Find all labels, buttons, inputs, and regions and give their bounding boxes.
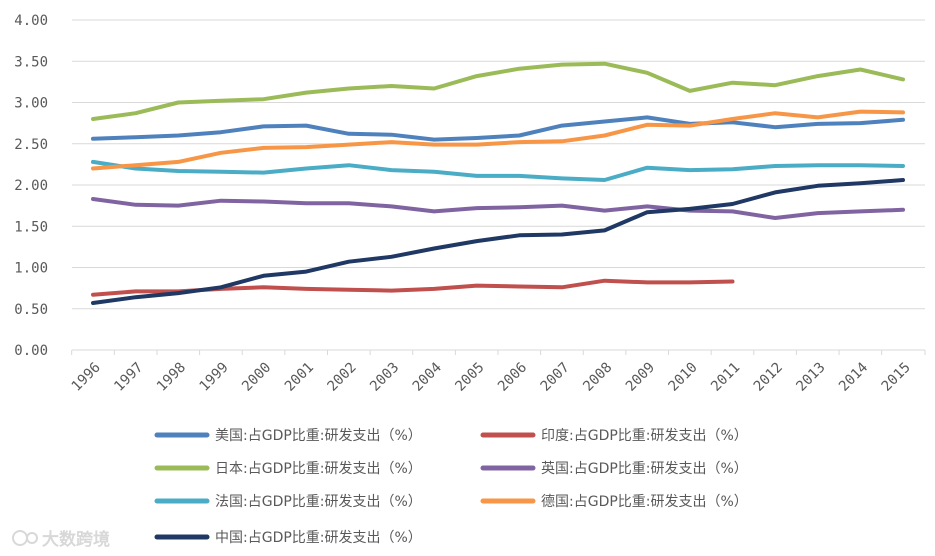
x-tick-label: 2005 (452, 360, 487, 395)
y-tick-label: 4.00 (14, 13, 48, 29)
x-tick-label: 2015 (879, 360, 914, 395)
x-tick-label: 2013 (793, 360, 828, 395)
y-tick-label: 2.50 (14, 137, 48, 153)
x-tick-label: 2014 (836, 360, 871, 395)
series-line-4 (91, 159, 905, 182)
y-tick-label: 0.50 (14, 302, 48, 318)
legend-label: 印度:占GDP比重:研发支出（%） (541, 428, 748, 444)
x-tick-label: 2001 (282, 360, 317, 395)
series-line-3 (91, 197, 905, 220)
x-tick-label: 1996 (69, 360, 104, 395)
x-tick-label: 2004 (410, 360, 445, 395)
legend-label: 法国:占GDP比重:研发支出（%） (215, 494, 422, 510)
y-tick-label: 3.00 (14, 96, 48, 112)
x-tick-label: 2010 (666, 360, 701, 395)
y-tick-label: 1.00 (14, 261, 48, 277)
x-tick-label: 2012 (751, 360, 786, 395)
legend-label: 美国:占GDP比重:研发支出（%） (215, 428, 422, 444)
legend-item: 德国:占GDP比重:研发支出（%） (480, 494, 748, 510)
x-tick-label: 2002 (324, 360, 359, 395)
legend: 美国:占GDP比重:研发支出（%） 印度:占GDP比重:研发支出（%） 日本:占GD… (154, 428, 748, 546)
watermark-text: 大数跨境 (42, 529, 110, 550)
x-tick-label: 2009 (623, 360, 658, 395)
series-line-5 (91, 109, 905, 171)
y-axis-ticks: 0.00 0.50 1.00 1.50 2.00 2.50 3.00 3.50 4.00 (14, 13, 48, 359)
legend-label: 英国:占GDP比重:研发支出（%） (541, 460, 748, 477)
x-tick-label: 2000 (239, 360, 274, 395)
x-tick-label: 2008 (580, 360, 615, 395)
legend-item: 英国:占GDP比重:研发支出（%） (480, 460, 748, 477)
series-line-6 (91, 178, 905, 305)
watermark: 大数跨境 (12, 529, 110, 550)
series-line-0 (91, 115, 905, 142)
x-tick-label: 2006 (495, 360, 530, 395)
x-tick-label: 1997 (111, 360, 146, 395)
legend-label: 中国:占GDP比重:研发支出（%） (215, 530, 422, 546)
legend-item: 法国:占GDP比重:研发支出（%） (154, 494, 422, 510)
x-tick-label: 1998 (154, 360, 189, 395)
x-tick-label: 1999 (197, 360, 232, 395)
legend-item: 美国:占GDP比重:研发支出（%） (154, 428, 422, 444)
series-lines (91, 61, 905, 305)
legend-item: 中国:占GDP比重:研发支出（%） (154, 530, 422, 546)
x-tick-label: 2011 (708, 360, 743, 395)
x-axis-ticks: 1996 1997 1998 1999 2000 2001 2002 2003 2004 2005… (69, 350, 926, 395)
x-tick-label: 2007 (538, 360, 573, 395)
y-tick-label: 0.00 (14, 343, 48, 359)
legend-item: 日本:占GDP比重:研发支出（%） (154, 461, 422, 477)
legend-item: 印度:占GDP比重:研发支出（%） (480, 428, 748, 444)
series-line-2 (91, 61, 905, 121)
y-tick-label: 2.00 (14, 178, 48, 194)
y-tick-label: 1.50 (14, 219, 48, 235)
legend-label: 日本:占GDP比重:研发支出（%） (215, 461, 422, 477)
legend-label: 德国:占GDP比重:研发支出（%） (541, 494, 748, 510)
y-tick-label: 3.50 (14, 54, 48, 70)
gridlines (72, 19, 925, 351)
x-tick-label: 2003 (367, 360, 402, 395)
